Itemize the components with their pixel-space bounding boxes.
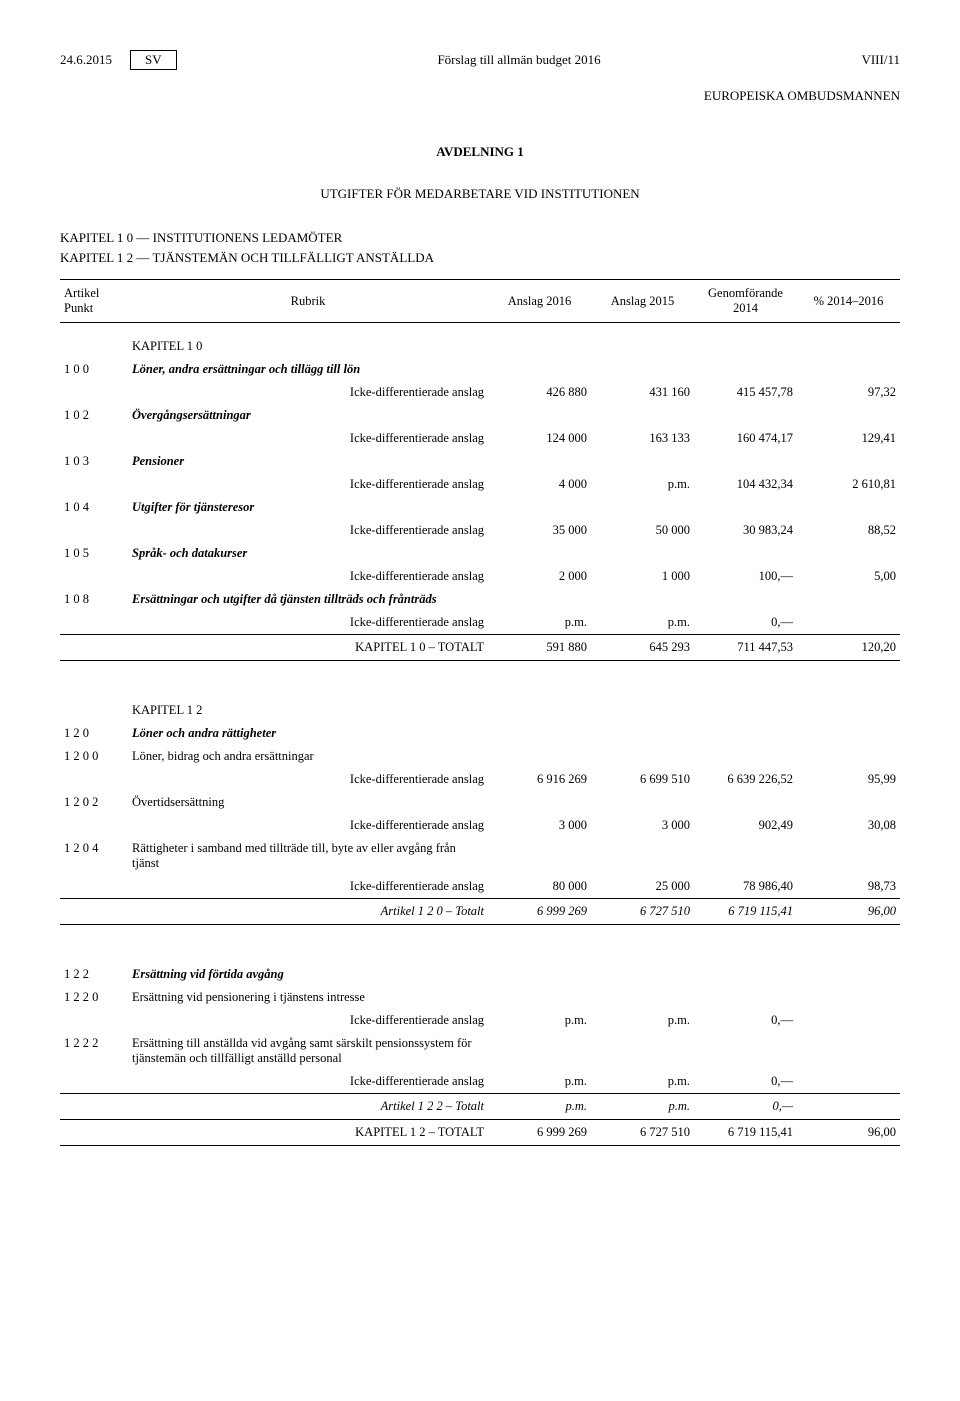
- row-label: Ersättning vid pensionering i tjänstens …: [128, 986, 488, 1009]
- val-2014: 100,—: [694, 565, 797, 588]
- val-2015: 431 160: [591, 381, 694, 404]
- val-2016: p.m.: [488, 611, 591, 635]
- val-2014: 160 474,17: [694, 427, 797, 450]
- row-label: Ersättning till anställda vid avgång sam…: [128, 1032, 488, 1070]
- val-pct: 5,00: [797, 565, 900, 588]
- row-label: Rättigheter i samband med tillträde till…: [128, 837, 488, 875]
- section-subtitle: UTGIFTER FÖR MEDARBETARE VID INSTITUTION…: [60, 186, 900, 202]
- icke-label: Icke-differentierade anslag: [128, 565, 488, 588]
- row-code: 1 0 8: [60, 588, 128, 611]
- val-pct: 97,32: [797, 381, 900, 404]
- header-lang: SV: [130, 50, 177, 70]
- row-label: Utgifter för tjänsteresor: [128, 496, 488, 519]
- article-120-label: Löner och andra rättigheter: [128, 722, 488, 745]
- val-2015: 50 000: [591, 519, 694, 542]
- val-2016: 4 000: [488, 473, 591, 496]
- val-pct: 2 610,81: [797, 473, 900, 496]
- chapter-line-10: KAPITEL 1 0 — INSTITUTIONENS LEDAMÖTER: [60, 228, 900, 248]
- row-label: Övergångsersättningar: [128, 404, 488, 427]
- icke-label: Icke-differentierade anslag: [128, 427, 488, 450]
- row-label: Pensioner: [128, 450, 488, 473]
- k12-total-label: KAPITEL 1 2 – TOTALT: [128, 1120, 488, 1146]
- val-2014: 415 457,78: [694, 381, 797, 404]
- col-genomforande-2014: Genomförande 2014: [694, 280, 797, 323]
- header-center: Förslag till allmän budget 2016: [437, 52, 600, 68]
- row-label: Språk- och datakurser: [128, 542, 488, 565]
- icke-label: Icke-differentierade anslag: [128, 381, 488, 404]
- chapter-line-12: KAPITEL 1 2 — TJÄNSTEMÄN OCH TILLFÄLLIGT…: [60, 248, 900, 268]
- val-2015: 163 133: [591, 427, 694, 450]
- row-code: 1 0 3: [60, 450, 128, 473]
- row-label: Löner, andra ersättningar och tillägg ti…: [128, 358, 488, 381]
- col-anslag-2016: Anslag 2016: [488, 280, 591, 323]
- icke-label: Icke-differentierade anslag: [128, 473, 488, 496]
- col-pct: % 2014–2016: [797, 280, 900, 323]
- page-header: 24.6.2015 SV Förslag till allmän budget …: [60, 50, 900, 70]
- article-122-total-label: Artikel 1 2 2 – Totalt: [128, 1094, 488, 1120]
- k10-total-label: KAPITEL 1 0 – TOTALT: [128, 635, 488, 661]
- val-2016: 35 000: [488, 519, 591, 542]
- col-rubrik: Rubrik: [128, 280, 488, 323]
- val-2015: 1 000: [591, 565, 694, 588]
- val-pct: 88,52: [797, 519, 900, 542]
- icke-label: Icke-differentierade anslag: [128, 611, 488, 635]
- section-title: AVDELNING 1: [60, 144, 900, 160]
- article-120-total-label: Artikel 1 2 0 – Totalt: [128, 899, 488, 925]
- header-right: VIII/11: [861, 52, 900, 68]
- val-pct: 129,41: [797, 427, 900, 450]
- icke-label: Icke-differentierade anslag: [128, 519, 488, 542]
- chapter-10-heading: KAPITEL 1 0: [128, 323, 488, 359]
- col-artikel-punkt: Artikel Punkt: [60, 280, 128, 323]
- val-2014: 104 432,34: [694, 473, 797, 496]
- val-pct: [797, 611, 900, 635]
- val-2016: 426 880: [488, 381, 591, 404]
- budget-table: Artikel Punkt Rubrik Anslag 2016 Anslag …: [60, 279, 900, 1146]
- val-2015: p.m.: [591, 611, 694, 635]
- article-122-label: Ersättning vid förtida avgång: [128, 963, 488, 986]
- val-2016: 2 000: [488, 565, 591, 588]
- col-anslag-2015: Anslag 2015: [591, 280, 694, 323]
- row-label: Övertidsersättning: [128, 791, 488, 814]
- val-2016: 124 000: [488, 427, 591, 450]
- organisation-name: EUROPEISKA OMBUDSMANNEN: [60, 88, 900, 104]
- row-label: Löner, bidrag och andra ersättningar: [128, 745, 488, 768]
- chapter-heading-block: KAPITEL 1 0 — INSTITUTIONENS LEDAMÖTER K…: [60, 228, 900, 267]
- row-code: 1 0 4: [60, 496, 128, 519]
- row-code: 1 0 0: [60, 358, 128, 381]
- header-date: 24.6.2015: [60, 52, 112, 68]
- chapter-12-heading: KAPITEL 1 2: [128, 699, 488, 722]
- val-2014: 0,—: [694, 611, 797, 635]
- row-label: Ersättningar och utgifter då tjänsten ti…: [128, 588, 488, 611]
- val-2015: p.m.: [591, 473, 694, 496]
- val-2014: 30 983,24: [694, 519, 797, 542]
- row-code: 1 0 5: [60, 542, 128, 565]
- row-code: 1 0 2: [60, 404, 128, 427]
